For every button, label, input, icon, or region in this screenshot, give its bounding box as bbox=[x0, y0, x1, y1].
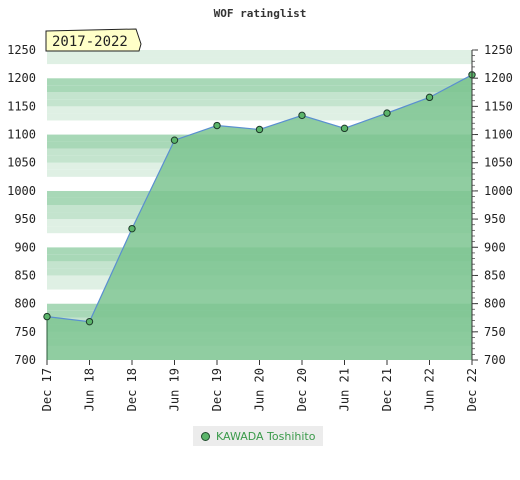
x-axis: Dec 17 Jun 18 Dec 18 Jun 19 Dec 19 Jun 20 Dec … bbox=[40, 360, 479, 411]
y-axis-right: 700 750 800 850 900 950 1000 1050 1100 1150 1200 12… bbox=[471, 43, 513, 367]
chart-title: WOF ratinglist bbox=[214, 7, 307, 20]
x-tick-label: Dec 17 bbox=[40, 368, 54, 411]
x-tick-label: Dec 22 bbox=[465, 368, 479, 411]
data-point bbox=[170, 136, 179, 144]
legend: KAWADA Toshihito bbox=[193, 426, 324, 446]
x-tick-label: Jun 19 bbox=[168, 368, 182, 411]
y-axis-left: 700 750 800 850 900 950 1000 1050 1100 1150 1200 12… bbox=[7, 43, 36, 367]
y-tick-label-left: 1050 bbox=[7, 156, 36, 170]
data-point bbox=[255, 125, 264, 134]
x-tick-label: Dec 18 bbox=[125, 368, 139, 411]
period-badge: 2017-2022 bbox=[45, 28, 142, 52]
y-tick-label-right: 900 bbox=[484, 240, 506, 254]
data-point bbox=[43, 312, 51, 321]
y-tick-label-left: 1250 bbox=[7, 43, 36, 57]
y-tick-label-left: 750 bbox=[14, 325, 36, 339]
y-tick-label-right: 1100 bbox=[484, 128, 513, 142]
data-point bbox=[298, 111, 306, 120]
y-tick-label-right: 800 bbox=[484, 297, 506, 311]
y-tick-label-right: 950 bbox=[484, 212, 506, 226]
x-tick-label: Dec 19 bbox=[210, 368, 224, 411]
y-tick-label-right: 1050 bbox=[484, 156, 513, 170]
y-tick-label-right: 850 bbox=[484, 268, 506, 282]
data-point bbox=[85, 317, 94, 326]
grid-band bbox=[47, 113, 472, 121]
x-tick-label: Dec 20 bbox=[295, 368, 309, 411]
y-tick-label-left: 900 bbox=[14, 240, 36, 254]
grid-band bbox=[47, 85, 472, 93]
legend-marker-icon bbox=[201, 431, 210, 441]
data-point bbox=[425, 93, 434, 102]
y-tick-label-left: 800 bbox=[14, 297, 36, 311]
y-tick-label-right: 700 bbox=[484, 353, 506, 367]
y-tick-label-left: 1000 bbox=[7, 184, 36, 198]
y-tick-label-right: 1200 bbox=[484, 71, 513, 85]
y-tick-label-right: 1250 bbox=[484, 43, 513, 57]
grid-band bbox=[47, 106, 472, 114]
y-tick-label-left: 850 bbox=[14, 268, 36, 282]
grid-band bbox=[47, 78, 472, 86]
y-tick-label-right: 1150 bbox=[484, 99, 513, 113]
y-tick-label-left: 1100 bbox=[7, 128, 36, 142]
data-point bbox=[383, 109, 391, 117]
y-tick-label-left: 950 bbox=[14, 212, 36, 226]
x-tick-label: Jun 21 bbox=[338, 368, 352, 411]
y-tick-label-right: 750 bbox=[484, 325, 506, 339]
series-area bbox=[47, 74, 472, 361]
grid-band bbox=[47, 120, 472, 128]
y-tick-label-left: 1150 bbox=[7, 99, 36, 113]
badge-label: 2017-2022 bbox=[52, 34, 128, 50]
grid-band bbox=[47, 92, 472, 100]
data-point bbox=[340, 124, 349, 133]
grid-band bbox=[47, 64, 472, 72]
grid-band bbox=[47, 57, 472, 65]
y-tick-label-left: 700 bbox=[14, 353, 36, 367]
y-tick-label-left: 1200 bbox=[7, 71, 36, 85]
grid-band bbox=[47, 50, 472, 58]
x-tick-label: Jun 22 bbox=[423, 368, 437, 411]
y-tick-label-right: 1000 bbox=[484, 184, 513, 198]
data-point bbox=[213, 121, 221, 130]
x-tick-label: Jun 20 bbox=[253, 368, 267, 411]
data-point bbox=[128, 224, 136, 233]
x-tick-label: Jun 18 bbox=[83, 368, 97, 411]
x-tick-label: Dec 21 bbox=[380, 368, 394, 411]
grid-band bbox=[47, 99, 472, 107]
legend-label: KAWADA Toshihito bbox=[216, 429, 316, 443]
grid-band bbox=[47, 71, 472, 79]
